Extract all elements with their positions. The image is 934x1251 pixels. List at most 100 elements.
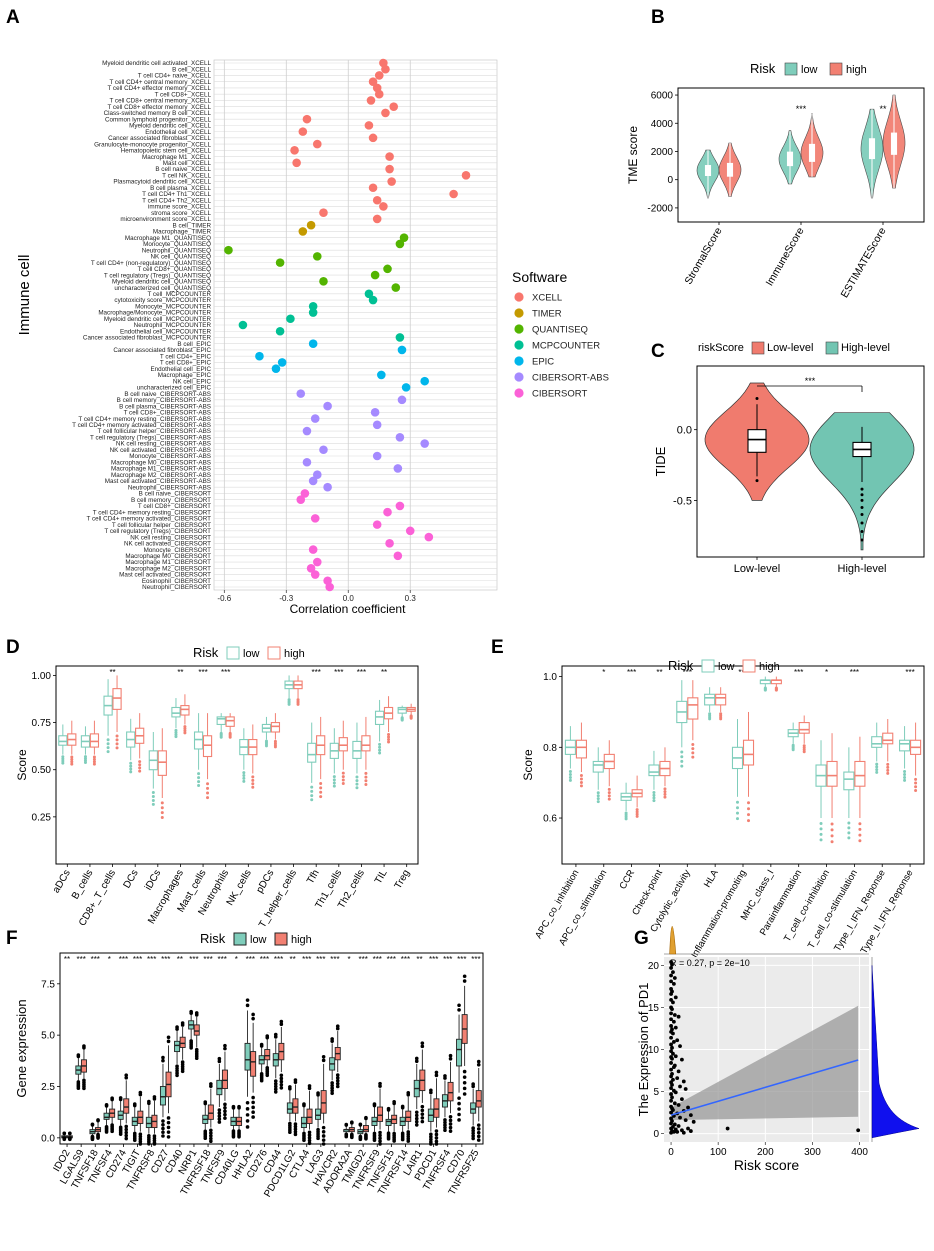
y-tick-label: 0.50 xyxy=(32,765,52,776)
immune-cell-label: Monocyte_QUANTISEQ xyxy=(143,241,211,248)
box-high-outlier xyxy=(830,840,834,844)
box-high-outlier xyxy=(462,979,467,983)
data-point xyxy=(306,563,316,573)
significance-label: ** xyxy=(64,955,70,964)
box-low-outlier xyxy=(819,827,823,831)
box-low-outlier xyxy=(355,779,359,783)
box-low-outlier xyxy=(90,1122,95,1127)
box-high-box xyxy=(405,1110,412,1122)
significance-label: *** xyxy=(805,376,816,386)
box-high-outlier xyxy=(115,734,119,738)
y-axis-title: The Expression of PD1 xyxy=(636,983,651,1117)
box-low-box xyxy=(286,1102,293,1114)
box-low-outlier xyxy=(847,826,851,830)
box-low-outlier xyxy=(471,1136,475,1141)
box-low-outlier xyxy=(302,1138,306,1143)
box-high-outlier xyxy=(462,1086,467,1091)
box-high-outlier xyxy=(434,1129,439,1133)
box-low-outlier xyxy=(76,1053,81,1057)
legend-title: Risk xyxy=(193,645,219,660)
box-high-outlier xyxy=(279,1019,284,1024)
box-low-outlier xyxy=(706,202,710,206)
x-tick-label: -0.3 xyxy=(279,594,293,603)
box-high-outlier xyxy=(194,1011,199,1015)
box-low-outlier xyxy=(386,1106,391,1111)
box-high-outlier xyxy=(406,1091,411,1095)
box-high-outlier xyxy=(223,1043,227,1048)
box-low-outlier xyxy=(217,1059,222,1064)
box-low-outlier xyxy=(386,1137,391,1141)
legend-label: MCPCOUNTER xyxy=(532,341,600,352)
box-high-outlier xyxy=(335,1081,340,1086)
legend-label-high: high xyxy=(846,64,867,76)
box-high-outlier xyxy=(728,200,732,204)
box-high-outlier xyxy=(607,787,611,791)
y-tick-label: -0.5 xyxy=(673,495,692,507)
significance-label: *** xyxy=(387,955,396,964)
box-low-outlier xyxy=(330,1086,334,1090)
immune-cell-label: T cell CD4+ memory activated_CIBERSORT-A… xyxy=(72,422,211,429)
box-low-outlier xyxy=(624,817,628,821)
data-point xyxy=(678,1044,682,1049)
box-high-outlier xyxy=(209,1128,213,1133)
significance-label: ** xyxy=(879,104,887,114)
box-low-outlier xyxy=(242,774,246,778)
box-low-outlier xyxy=(429,1135,433,1139)
data-point xyxy=(669,1086,673,1091)
x-tick-label: Tfh xyxy=(305,868,322,886)
box-high-outlier xyxy=(420,1116,425,1120)
legend-key-high xyxy=(267,646,281,660)
box-low-outlier xyxy=(568,770,572,774)
panel-label-g: G xyxy=(634,928,649,949)
box-low-box xyxy=(307,742,317,763)
box-low-outlier xyxy=(903,772,907,776)
box-high-box xyxy=(798,722,810,734)
box-High-level-outlier xyxy=(860,538,864,542)
box-low-outlier xyxy=(443,1074,447,1078)
legend-label: QUANTISEQ xyxy=(532,325,588,336)
box-low-outlier xyxy=(344,1122,349,1127)
significance-label: *** xyxy=(217,955,226,964)
box-low-outlier xyxy=(245,1003,250,1008)
box-high-outlier xyxy=(914,777,918,781)
box-high-outlier xyxy=(124,1127,129,1132)
box-high-outlier xyxy=(166,1125,171,1130)
box-high-outlier xyxy=(183,729,187,733)
legend-label: CIBERSORT xyxy=(532,389,587,400)
immune-cell-label: uncharacterized cell_EPIC xyxy=(137,385,212,392)
box-high-outlier xyxy=(180,1021,185,1025)
data-point xyxy=(725,1126,730,1131)
immune-cell-label: T cell CD4+ Th2_XCELL xyxy=(142,197,211,204)
box-low-outlier xyxy=(316,1091,320,1095)
immune-cell-label: Macrophage M1_QUANTISEQ xyxy=(125,235,211,242)
box-high-outlier xyxy=(265,1073,270,1078)
x-tick-label: High-level xyxy=(838,563,887,575)
box-high-outlier xyxy=(293,1127,298,1131)
box-high-box xyxy=(270,722,281,733)
box-high-outlier xyxy=(448,1122,453,1126)
data-point xyxy=(669,1035,673,1040)
box-low-box xyxy=(216,1079,223,1096)
box-low-outlier xyxy=(118,1132,123,1136)
data-point xyxy=(670,1119,674,1123)
y-axis-title: Immune cell xyxy=(16,255,33,336)
data-point xyxy=(238,320,248,330)
box-High-level-outlier xyxy=(860,487,864,491)
box-high-outlier xyxy=(319,795,323,799)
data-point xyxy=(379,202,388,211)
box-low-box xyxy=(193,731,204,750)
data-point xyxy=(420,376,430,386)
box-low-outlier xyxy=(231,1104,236,1109)
right-density xyxy=(871,965,920,1139)
y-tick-label: 10 xyxy=(648,1045,660,1056)
significance-label: ** xyxy=(416,955,422,964)
data-point xyxy=(671,982,676,986)
y-tick-label: 7.5 xyxy=(41,979,55,990)
legend-key-low xyxy=(226,646,240,660)
box-low-outlier xyxy=(310,789,314,793)
box-high-outlier xyxy=(420,1041,425,1045)
data-point xyxy=(670,1045,674,1050)
data-point xyxy=(399,233,409,242)
box-low-box xyxy=(315,1108,322,1120)
